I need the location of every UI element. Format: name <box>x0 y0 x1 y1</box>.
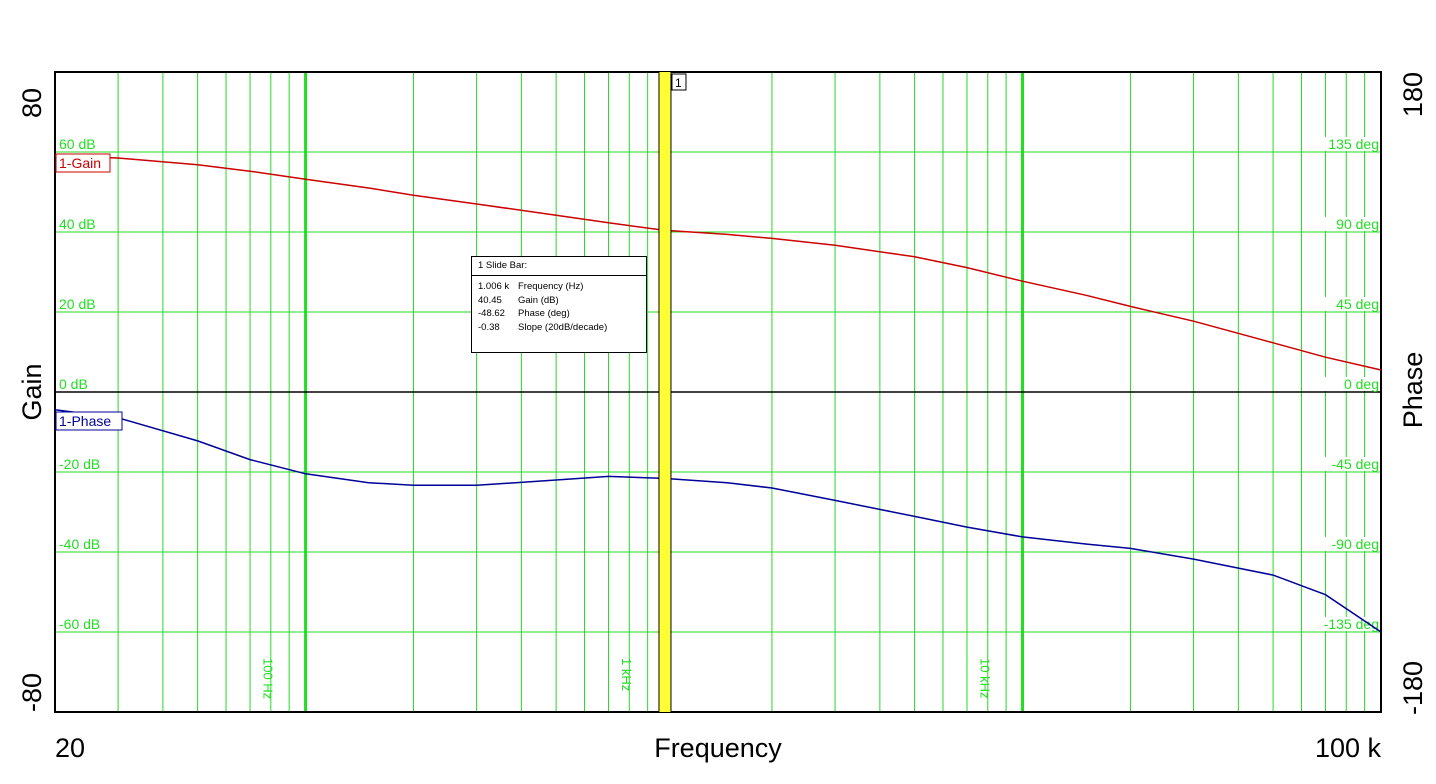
gain-axis-title: Gain <box>17 363 47 420</box>
gain-tick-label: -20 dB <box>59 456 100 472</box>
gain-tick-label: 0 dB <box>59 376 88 392</box>
gain-tick-label: 20 dB <box>59 296 96 312</box>
readout-value: 1.006 k <box>478 281 510 292</box>
gain-tick-label: -40 dB <box>59 536 100 552</box>
phase-tick-label: 0 deg <box>1344 376 1379 392</box>
readout-row: -0.38 Slope (20dB/decade) <box>478 321 646 335</box>
x-axis-max: 100 k <box>1315 733 1382 763</box>
curves: 1-Gain 1-Phase <box>54 153 1382 633</box>
tick-label-bg <box>57 137 115 151</box>
phase-curve <box>54 409 1382 633</box>
readout-rows: 1.006 k Frequency (Hz) 40.45 Gain (dB) -48.6… <box>472 276 646 334</box>
readout-value: -48.62 <box>478 308 505 319</box>
phase-axis-min: -180 <box>1398 661 1428 715</box>
readout-label: Gain (dB) <box>518 294 559 306</box>
tick-label-bg <box>57 297 115 311</box>
slide-bar-band <box>658 72 671 712</box>
slide-bar-marker: 1 <box>675 76 682 90</box>
tick-label-bg <box>57 617 115 631</box>
phase-axis-max: 180 <box>1398 72 1428 117</box>
tick-label-bg <box>57 457 115 471</box>
slide-bar-cursor[interactable]: 1 <box>658 72 687 712</box>
tick-label-bg <box>1319 217 1379 231</box>
tick-label-bg <box>1319 297 1379 311</box>
axis-labels: 80 -80 Gain 180 -180 Phase 20 100 k Frequency <box>17 72 1428 763</box>
gain-series-label: 1-Gain <box>59 155 101 171</box>
tick-label-bg <box>57 377 115 391</box>
series-label-box <box>55 153 111 173</box>
tick-label-bg <box>1319 377 1379 391</box>
slide-bar-marker-box <box>671 73 687 91</box>
gain-tick-label: 40 dB <box>59 216 96 232</box>
phase-tick-label: 90 deg <box>1336 216 1379 232</box>
readout-value: 40.45 <box>478 294 502 306</box>
readout-row: -48.62 Phase (deg) <box>478 307 646 321</box>
x-axis-min: 20 <box>55 733 85 763</box>
tick-label-bg <box>57 217 115 231</box>
phase-tick-label: 135 deg <box>1328 136 1379 152</box>
readout-value: -0.38 <box>478 321 500 333</box>
plot-frame <box>54 71 1382 713</box>
phase-tick-label: 45 deg <box>1336 296 1379 312</box>
phase-tick-label: -135 deg <box>1324 616 1379 632</box>
x-axis-title: Frequency <box>654 733 782 763</box>
gain-axis-max: 80 <box>17 88 47 118</box>
tick-label-bg <box>1319 457 1379 471</box>
phase-series-label: 1-Phase <box>59 413 111 429</box>
readout-row: 1.006 k Frequency (Hz) <box>478 280 646 294</box>
slide-bar-readout: 1 Slide Bar: 1.006 k Frequency (Hz) 40.45 G… <box>471 256 647 353</box>
series-label-box <box>55 411 123 431</box>
readout-row: 40.45 Gain (dB) <box>478 294 646 308</box>
phase-axis-title: Phase <box>1398 352 1428 429</box>
gain-tick-label: 60 dB <box>59 136 96 152</box>
phase-tick-label: -90 deg <box>1332 536 1379 552</box>
readout-label: Frequency (Hz) <box>518 281 584 292</box>
decade-label: 10 kHz <box>978 658 993 698</box>
decade-label: 1 kHz <box>619 658 634 691</box>
phase-tick-label: -45 deg <box>1332 456 1379 472</box>
grid: 60 dB 40 dB 20 dB 0 dB -20 dB -40 dB -60 dB 135… <box>54 71 1382 713</box>
readout-label: Slope (20dB/decade) <box>518 321 608 333</box>
decade-label: 100 Hz <box>261 658 276 699</box>
gain-axis-min: -80 <box>17 673 47 712</box>
tick-label-bg <box>1319 137 1379 151</box>
readout-label: Phase (deg) <box>518 308 570 319</box>
gain-tick-label: -60 dB <box>59 616 100 632</box>
tick-label-bg <box>57 537 115 551</box>
gain-curve <box>54 155 1382 371</box>
readout-title: 1 Slide Bar: <box>472 257 646 276</box>
tick-label-bg <box>1319 537 1379 551</box>
